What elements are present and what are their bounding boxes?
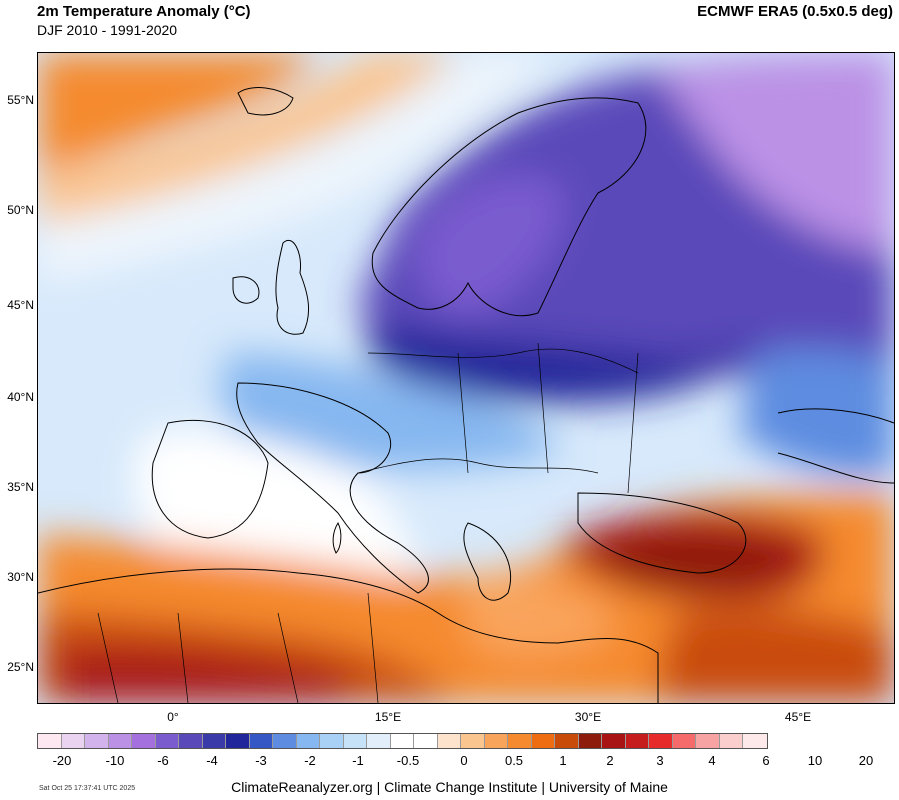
latitude-label: 40°N xyxy=(7,390,34,404)
map-title: 2m Temperature Anomaly (°C) xyxy=(37,3,251,20)
longitude-label: 0° xyxy=(167,710,179,724)
colorbar-swatch xyxy=(649,734,673,748)
colorbar-label: 6 xyxy=(762,753,770,768)
colorbar-swatch xyxy=(555,734,579,748)
colorbar xyxy=(37,733,768,749)
colorbar-swatch xyxy=(296,734,320,748)
anomaly-map[interactable] xyxy=(37,52,895,704)
longitude-label: 45°E xyxy=(784,710,812,724)
colorbar-swatch xyxy=(672,734,696,748)
credit-line: ClimateReanalyzer.org | Climate Change I… xyxy=(231,779,668,795)
colorbar-label: -0.5 xyxy=(396,753,420,768)
longitude-label: 15°E xyxy=(374,710,402,724)
colorbar-swatch xyxy=(437,734,461,748)
colorbar-swatch xyxy=(602,734,626,748)
colorbar-swatch xyxy=(390,734,414,748)
colorbar-label: 3 xyxy=(656,753,664,768)
colorbar-label: -4 xyxy=(206,753,218,768)
colorbar-label: 1 xyxy=(559,753,567,768)
colorbar-label: -3 xyxy=(255,753,267,768)
colorbar-swatch xyxy=(461,734,485,748)
data-source-label: ECMWF ERA5 (0.5x0.5 deg) xyxy=(697,3,893,20)
colorbar-swatch xyxy=(226,734,250,748)
colorbar-swatch xyxy=(578,734,602,748)
colorbar-swatch xyxy=(61,734,85,748)
colorbar-swatch xyxy=(531,734,555,748)
timestamp: Sat Oct 25 17:37:41 UTC 2025 xyxy=(39,785,136,792)
colorbar-label: -20 xyxy=(52,753,72,768)
colorbar-label: -10 xyxy=(105,753,125,768)
colorbar-label: 20 xyxy=(858,753,874,768)
latitude-label: 25°N xyxy=(7,660,34,674)
colorbar-swatch xyxy=(320,734,344,748)
colorbar-swatch xyxy=(202,734,226,748)
colorbar-label: -6 xyxy=(157,753,169,768)
country-borders xyxy=(97,342,639,703)
latitude-label: 55°N xyxy=(7,93,34,107)
colorbar-swatch xyxy=(625,734,649,748)
colorbar-swatch xyxy=(132,734,156,748)
colorbar-swatch xyxy=(38,734,62,748)
colorbar-swatch xyxy=(155,734,179,748)
latitude-label: 50°N xyxy=(7,203,34,217)
colorbar-label: 10 xyxy=(807,753,823,768)
latitude-label: 30°N xyxy=(7,570,34,584)
colorbar-label: 0 xyxy=(460,753,468,768)
colorbar-swatch xyxy=(249,734,273,748)
anomaly-field xyxy=(38,53,894,703)
map-subtitle: DJF 2010 - 1991-2020 xyxy=(37,22,178,38)
longitude-label: 30°E xyxy=(574,710,602,724)
colorbar-swatch xyxy=(85,734,109,748)
colorbar-swatch xyxy=(719,734,743,748)
colorbar-swatch xyxy=(743,734,767,748)
colorbar-label: 2 xyxy=(606,753,614,768)
latitude-label: 35°N xyxy=(7,480,34,494)
latitude-label: 45°N xyxy=(7,298,34,312)
colorbar-swatch xyxy=(508,734,532,748)
colorbar-swatch xyxy=(696,734,720,748)
colorbar-label: -1 xyxy=(352,753,364,768)
colorbar-swatch xyxy=(414,734,438,748)
colorbar-swatch xyxy=(273,734,297,748)
colorbar-label: 4 xyxy=(708,753,716,768)
colorbar-swatch xyxy=(108,734,132,748)
coastlines xyxy=(38,87,894,703)
colorbar-swatch xyxy=(484,734,508,748)
colorbar-swatch xyxy=(367,734,391,748)
colorbar-label: 0.5 xyxy=(504,753,524,768)
colorbar-label: -2 xyxy=(304,753,316,768)
colorbar-swatch xyxy=(343,734,367,748)
colorbar-swatch xyxy=(179,734,203,748)
